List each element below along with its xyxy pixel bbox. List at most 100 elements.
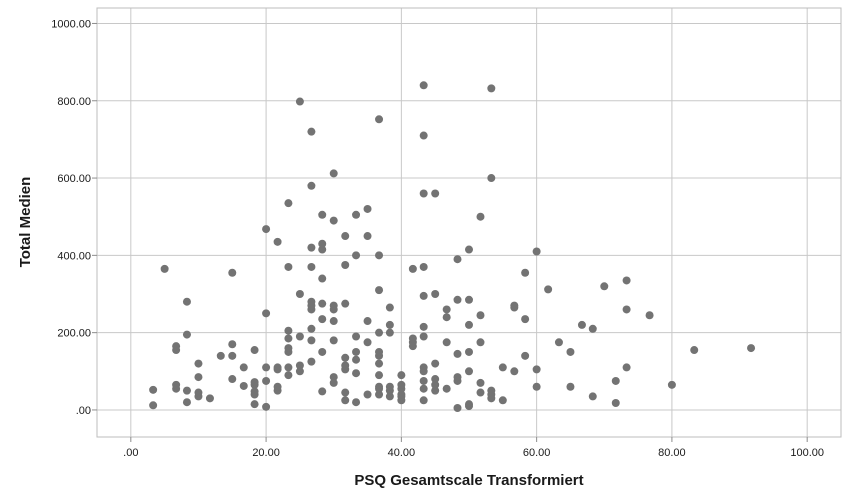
- data-point: [375, 115, 384, 124]
- data-point: [375, 382, 384, 391]
- y-tick-label: 400.00: [57, 250, 91, 262]
- data-point: [588, 324, 597, 333]
- data-point: [465, 347, 473, 356]
- data-point: [307, 297, 316, 306]
- data-point: [521, 315, 530, 324]
- data-point: [295, 361, 304, 370]
- y-tick-label: .00: [76, 405, 91, 417]
- y-tick-label: 1000.00: [51, 18, 91, 30]
- data-point: [228, 375, 237, 384]
- data-point: [622, 276, 631, 285]
- data-point: [419, 189, 428, 198]
- data-point: [172, 380, 181, 389]
- data-point: [375, 347, 384, 356]
- data-point: [250, 346, 259, 355]
- data-point: [284, 371, 293, 380]
- data-point: [476, 388, 485, 397]
- data-point: [307, 336, 316, 345]
- data-point: [194, 359, 203, 368]
- data-point: [363, 390, 372, 399]
- data-point: [487, 386, 496, 395]
- data-point: [341, 353, 350, 362]
- data-point: [419, 376, 428, 385]
- data-point: [172, 342, 181, 351]
- data-point: [611, 398, 620, 407]
- data-point: [194, 388, 203, 397]
- data-point: [182, 398, 191, 407]
- data-point: [747, 344, 756, 353]
- data-point: [465, 245, 473, 254]
- data-point: [318, 315, 327, 324]
- data-point: [476, 311, 485, 320]
- data-point: [273, 382, 282, 391]
- data-point: [442, 384, 451, 393]
- data-point: [250, 378, 259, 387]
- data-point: [453, 373, 462, 382]
- data-point: [341, 299, 350, 308]
- data-point: [329, 301, 338, 310]
- data-point: [375, 359, 384, 368]
- data-point: [329, 216, 338, 225]
- data-point: [160, 264, 169, 273]
- data-point: [487, 84, 496, 93]
- y-axis-title: Total Medien: [17, 177, 34, 268]
- data-point: [363, 204, 372, 213]
- data-point: [262, 376, 271, 385]
- data-point: [295, 290, 304, 298]
- data-point: [397, 390, 406, 399]
- data-point: [408, 264, 417, 273]
- grid-lines: [97, 8, 841, 437]
- data-point: [182, 386, 191, 395]
- data-point: [318, 387, 327, 396]
- data-point: [318, 239, 327, 248]
- data-point: [228, 268, 237, 277]
- data-point: [667, 380, 676, 389]
- data-point: [476, 212, 485, 221]
- data-point: [521, 268, 530, 277]
- data-point: [228, 340, 237, 349]
- x-tick-label: 80.00: [658, 447, 686, 459]
- data-point: [622, 363, 631, 372]
- data-point: [284, 326, 293, 335]
- data-point: [385, 320, 394, 329]
- data-point: [352, 251, 361, 260]
- data-point: [307, 262, 316, 271]
- data-point: [419, 291, 428, 300]
- data-point: [498, 396, 507, 405]
- data-point: [352, 210, 361, 219]
- data-point: [307, 243, 316, 252]
- data-point: [352, 369, 361, 378]
- data-point: [307, 181, 316, 190]
- data-point: [419, 363, 428, 372]
- data-point: [295, 367, 304, 376]
- data-point: [329, 373, 338, 382]
- data-point: [284, 363, 293, 372]
- data-point: [690, 346, 699, 355]
- data-point: [307, 324, 316, 333]
- data-point: [442, 313, 451, 322]
- data-point: [453, 295, 462, 304]
- data-point: [442, 338, 451, 347]
- data-point: [622, 305, 631, 314]
- data-point: [465, 320, 473, 329]
- data-point: [250, 400, 259, 409]
- data-point: [318, 210, 327, 219]
- data-point: [284, 344, 293, 353]
- data-point: [375, 286, 384, 295]
- data-point: [419, 131, 428, 140]
- data-point: [295, 332, 304, 341]
- data-point: [577, 320, 586, 329]
- data-point: [216, 351, 225, 360]
- data-point: [318, 245, 327, 254]
- plot-frame: [96, 7, 842, 438]
- data-point: [442, 305, 451, 314]
- data-point: [273, 363, 282, 372]
- data-point: [262, 363, 271, 372]
- data-point: [375, 251, 384, 260]
- data-point: [262, 225, 271, 234]
- y-axis-ticks: .00 200.00 400.00 600.00 800.00 1000.00: [51, 18, 97, 417]
- data-point: [341, 361, 350, 370]
- data-point: [487, 174, 496, 183]
- data-point: [318, 347, 327, 356]
- data-point: [273, 237, 282, 246]
